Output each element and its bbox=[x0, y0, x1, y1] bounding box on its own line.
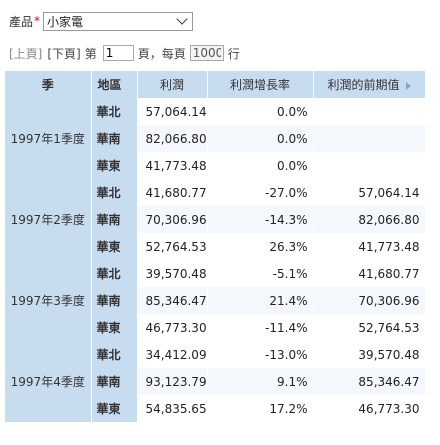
season-cell: 1997年4季度 bbox=[5, 341, 92, 422]
profit-cell: 85,346.47 bbox=[137, 287, 208, 314]
growth-cell: -27.0% bbox=[207, 179, 314, 206]
region-cell: 華南 bbox=[91, 287, 138, 314]
prev-profit-cell: 85,346.47 bbox=[313, 368, 426, 395]
table-body: 1997年1季度 華北 57,064.14 0.0% 華南 82,066.80 0.0% 華東… bbox=[5, 98, 426, 422]
prev-profit-cell: 46,773.30 bbox=[313, 395, 426, 422]
profit-cell: 41,773.48 bbox=[137, 152, 208, 179]
profit-cell: 70,306.96 bbox=[137, 206, 208, 233]
region-cell: 華南 bbox=[91, 368, 138, 395]
table-row: 華南 82,066.80 0.0% bbox=[5, 125, 426, 152]
growth-cell: -5.1% bbox=[207, 260, 314, 287]
region-cell: 華北 bbox=[91, 260, 138, 287]
prev-profit-cell bbox=[313, 152, 426, 179]
prev-profit-cell: 52,764.53 bbox=[313, 314, 426, 341]
profit-cell: 54,835.65 bbox=[137, 395, 208, 422]
table-header-row: 季 地區 利潤 利潤增長率 利潤的前期值 bbox=[5, 71, 426, 98]
expand-arrow-icon[interactable] bbox=[405, 81, 411, 90]
prev-profit-cell: 57,064.14 bbox=[313, 179, 426, 206]
profit-cell: 52,764.53 bbox=[137, 233, 208, 260]
prev-profit-cell: 41,680.77 bbox=[313, 260, 426, 287]
page-prefix: 第 bbox=[84, 46, 97, 61]
growth-cell: 21.4% bbox=[207, 287, 314, 314]
season-cell: 1997年1季度 bbox=[5, 98, 92, 179]
table-row: 華東 46,773.30 -11.4% 52,764.53 bbox=[5, 314, 426, 341]
column-header-season[interactable]: 季 bbox=[5, 71, 92, 98]
growth-cell: 9.1% bbox=[207, 368, 314, 395]
column-header-growth[interactable]: 利潤增長率 bbox=[207, 71, 314, 98]
table-row: 華南 85,346.47 21.4% 70,306.96 bbox=[5, 287, 426, 314]
table-row: 華東 41,773.48 0.0% bbox=[5, 152, 426, 179]
product-filter: 產品 * 小家電 bbox=[9, 10, 194, 32]
region-cell: 華東 bbox=[91, 233, 138, 260]
growth-cell: -13.0% bbox=[207, 341, 314, 368]
table-row: 華東 54,835.65 17.2% 46,773.30 bbox=[5, 395, 426, 422]
region-cell: 華東 bbox=[91, 395, 138, 422]
region-cell: 華南 bbox=[91, 206, 138, 233]
table-row: 1997年3季度 華北 39,570.48 -5.1% 41,680.77 bbox=[5, 260, 426, 341]
table-row: 華東 52,764.53 26.3% 41,773.48 bbox=[5, 233, 426, 260]
growth-cell: 0.0% bbox=[207, 125, 314, 152]
prev-profit-cell: 70,306.96 bbox=[313, 287, 426, 314]
region-cell: 華北 bbox=[91, 341, 138, 368]
product-filter-label: 產品 bbox=[9, 14, 34, 29]
profit-cell: 34,412.09 bbox=[137, 341, 208, 368]
prev-profit-cell: 39,570.48 bbox=[313, 341, 426, 368]
growth-cell: 0.0% bbox=[207, 98, 314, 125]
table-row: 1997年2季度 華北 41,680.77 -27.0% 57,064.14 bbox=[5, 179, 426, 260]
column-header-prev-profit-label: 利潤的前期值 bbox=[327, 78, 400, 92]
profit-cell: 82,066.80 bbox=[137, 125, 208, 152]
region-cell: 華北 bbox=[91, 98, 138, 125]
growth-cell: 26.3% bbox=[207, 233, 314, 260]
growth-cell: -14.3% bbox=[207, 206, 314, 233]
profit-cell: 57,064.14 bbox=[137, 98, 208, 125]
region-cell: 華東 bbox=[91, 314, 138, 341]
region-cell: 華北 bbox=[91, 179, 138, 206]
table-row: 華南 93,123.79 9.1% 85,346.47 bbox=[5, 368, 426, 395]
column-header-profit[interactable]: 利潤 bbox=[137, 71, 208, 98]
prev-profit-cell bbox=[313, 98, 426, 125]
profit-cell: 41,680.77 bbox=[137, 179, 208, 206]
season-cell: 1997年3季度 bbox=[5, 260, 92, 341]
region-cell: 華南 bbox=[91, 125, 138, 152]
profit-cell: 93,123.79 bbox=[137, 368, 208, 395]
growth-cell: 17.2% bbox=[207, 395, 314, 422]
region-cell: 華東 bbox=[91, 152, 138, 179]
prev-profit-cell: 82,066.80 bbox=[313, 206, 426, 233]
pager: [上頁] [下頁] 第 頁，每頁 行 bbox=[9, 43, 240, 63]
product-select[interactable]: 小家電 bbox=[43, 11, 194, 31]
prev-profit-cell bbox=[313, 125, 426, 152]
profit-cell: 39,570.48 bbox=[137, 260, 208, 287]
season-cell: 1997年2季度 bbox=[5, 179, 92, 260]
column-header-region[interactable]: 地區 bbox=[91, 71, 138, 98]
page-suffix: 頁，每頁 bbox=[137, 46, 186, 61]
table-row: 1997年1季度 華北 57,064.14 0.0% bbox=[5, 98, 426, 179]
chevron-down-icon bbox=[176, 13, 188, 25]
required-mark: * bbox=[34, 14, 41, 28]
table-row: 華南 70,306.96 -14.3% 82,066.80 bbox=[5, 206, 426, 233]
profit-report-table: 季 地區 利潤 利潤增長率 利潤的前期值 1997年1季度 華北 57,064.14… bbox=[5, 71, 426, 422]
prev-profit-cell: 41,773.48 bbox=[313, 233, 426, 260]
page-number-input[interactable] bbox=[102, 45, 134, 61]
rows-suffix: 行 bbox=[227, 46, 240, 61]
profit-cell: 46,773.30 bbox=[137, 314, 208, 341]
column-header-prev-profit[interactable]: 利潤的前期值 bbox=[313, 71, 426, 98]
product-select-value: 小家電 bbox=[47, 14, 84, 29]
rows-per-page-input[interactable] bbox=[189, 45, 224, 61]
growth-cell: -11.4% bbox=[207, 314, 314, 341]
prev-page-link[interactable]: [上頁] bbox=[9, 46, 43, 61]
table-row: 1997年4季度 華北 34,412.09 -13.0% 39,570.48 bbox=[5, 341, 426, 422]
next-page-link[interactable]: [下頁] bbox=[47, 46, 81, 61]
growth-cell: 0.0% bbox=[207, 152, 314, 179]
